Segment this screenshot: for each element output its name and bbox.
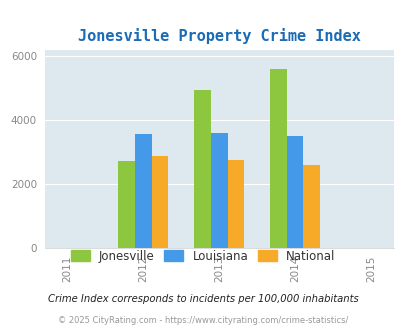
Bar	[194, 90, 210, 248]
Bar	[210, 133, 227, 248]
Text: Crime Index corresponds to incidents per 100,000 inhabitants: Crime Index corresponds to incidents per…	[47, 294, 358, 304]
Bar	[151, 156, 168, 248]
Legend: Jonesville, Louisiana, National: Jonesville, Louisiana, National	[67, 246, 338, 266]
Bar	[118, 161, 134, 248]
Bar	[227, 160, 244, 248]
Bar	[286, 136, 303, 248]
Bar	[269, 69, 286, 248]
Bar	[303, 165, 320, 248]
Bar	[134, 134, 151, 248]
Text: © 2025 CityRating.com - https://www.cityrating.com/crime-statistics/: © 2025 CityRating.com - https://www.city…	[58, 316, 347, 325]
Title: Jonesville Property Crime Index: Jonesville Property Crime Index	[78, 28, 360, 44]
